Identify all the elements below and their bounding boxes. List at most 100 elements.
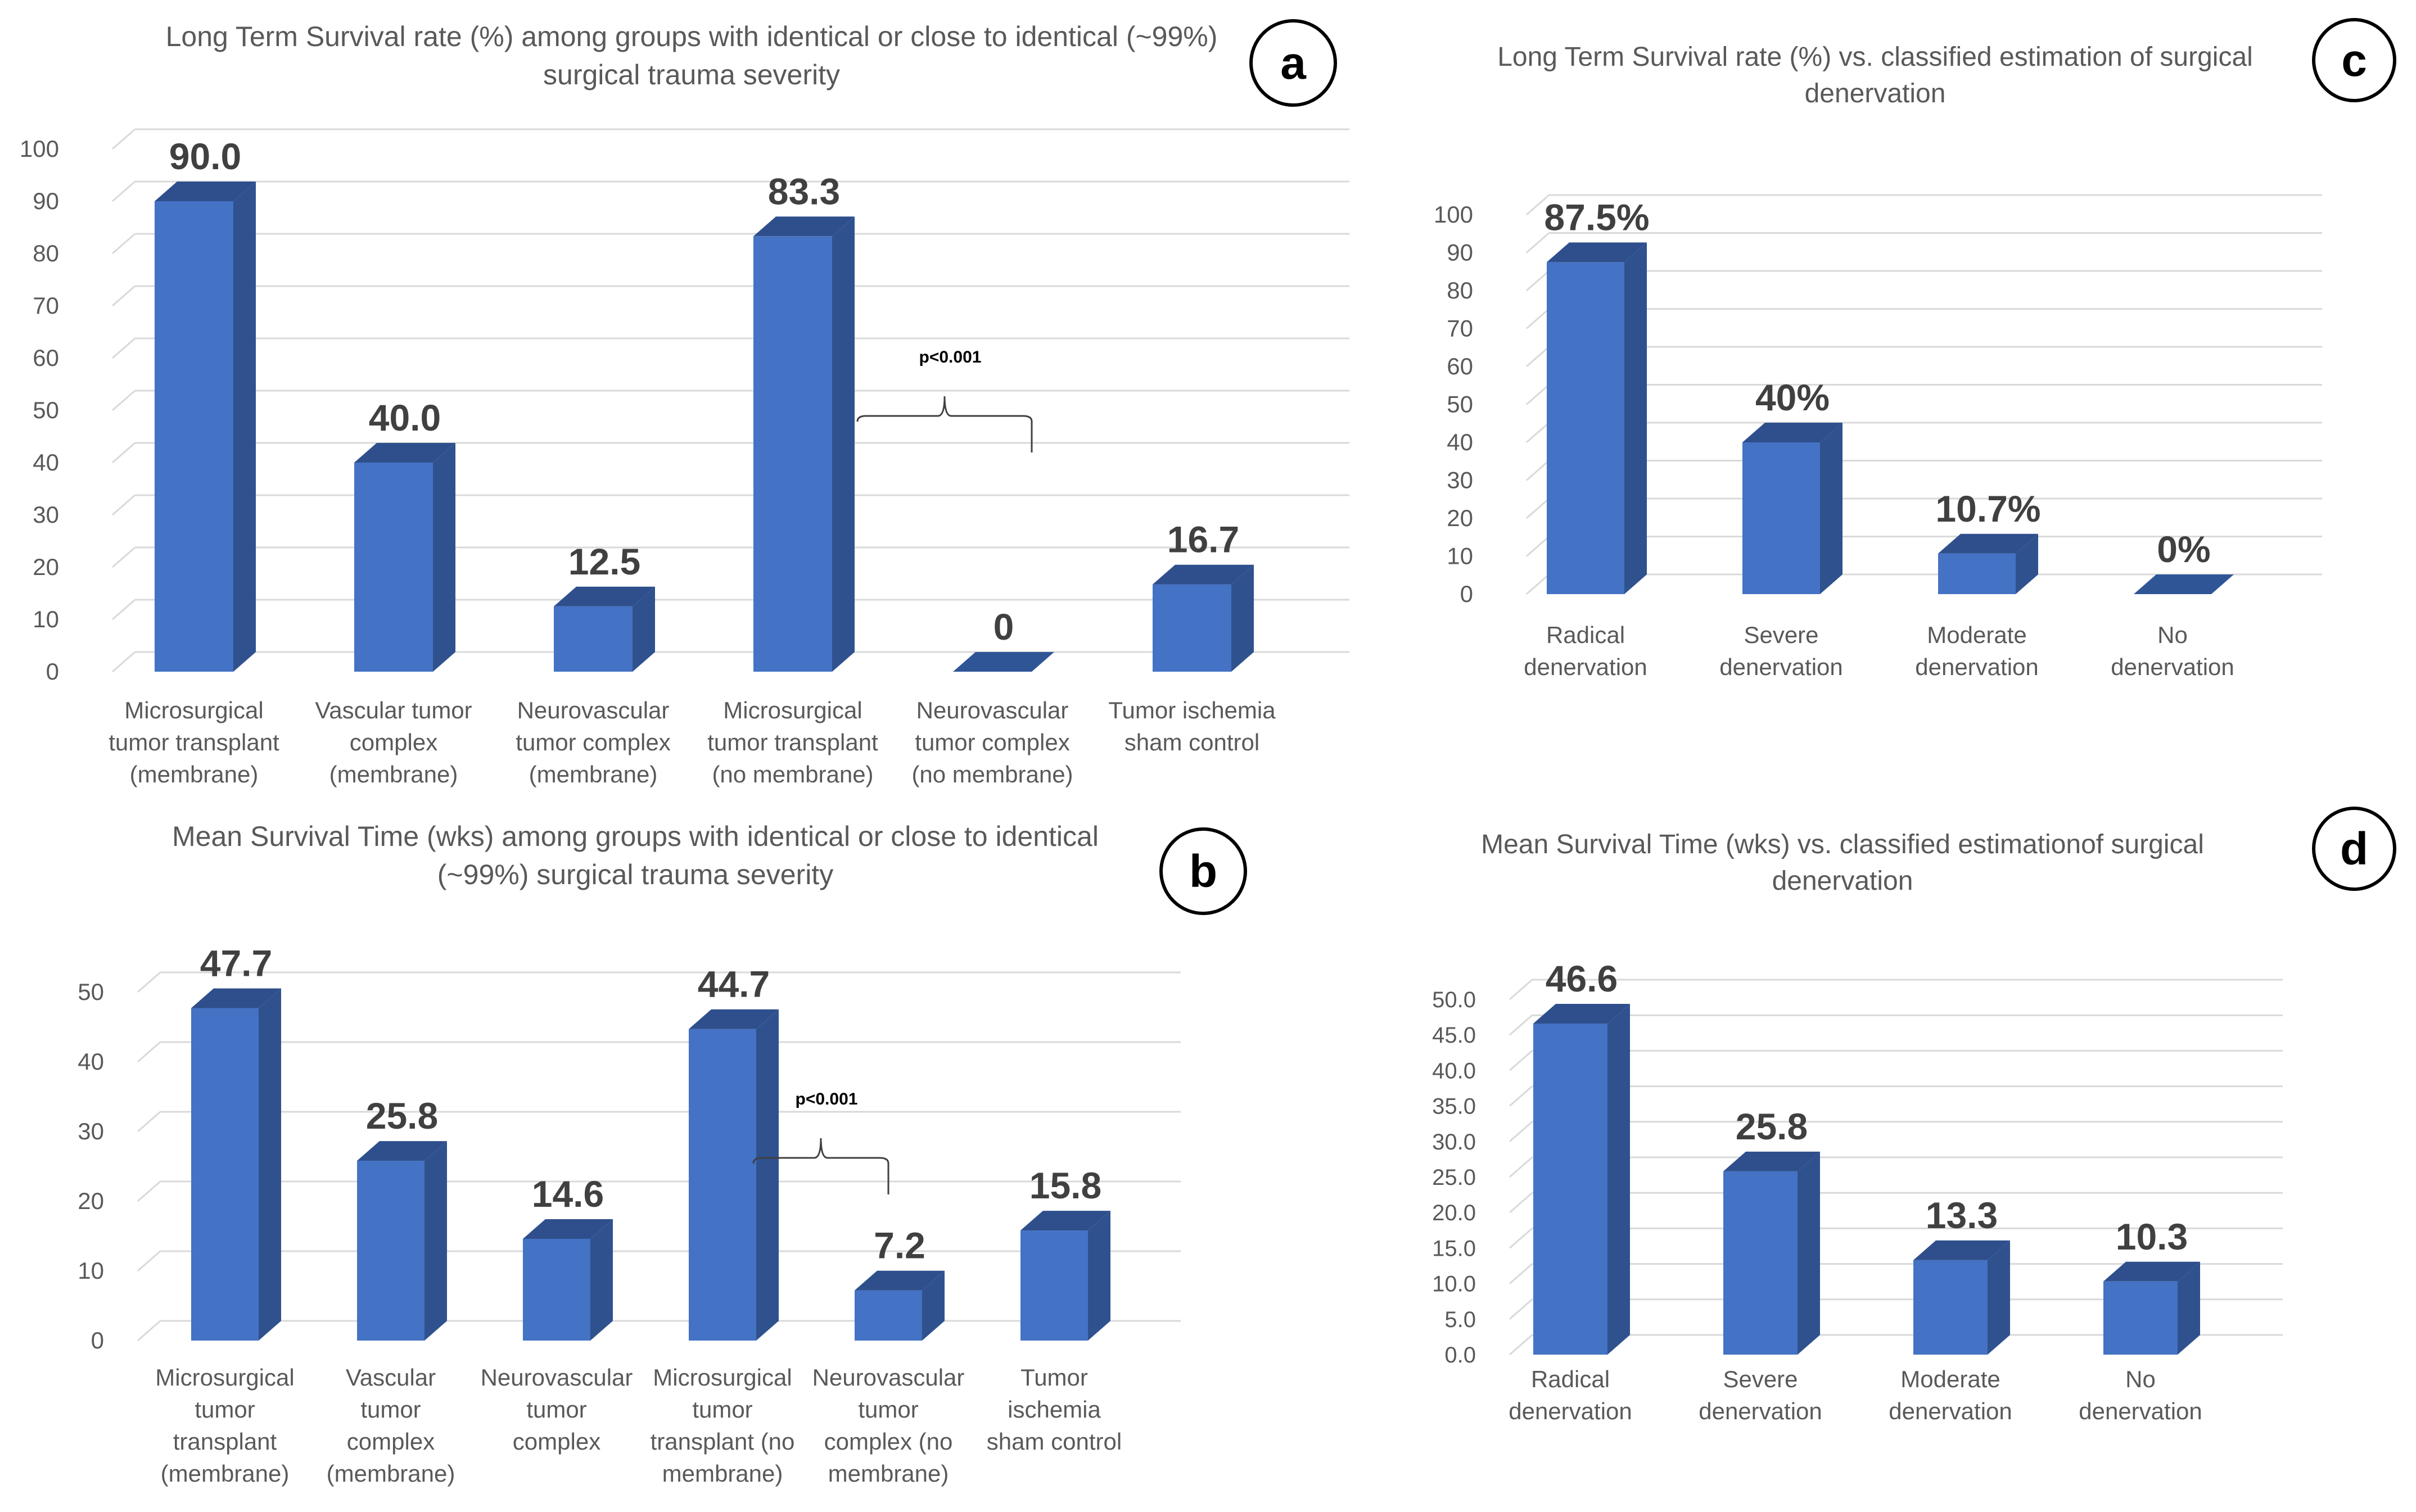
category-label-line: membrane)	[662, 1460, 783, 1487]
data-label: 14.6	[532, 1173, 604, 1215]
bar-front	[1723, 1171, 1798, 1355]
chart-title: Mean Survival Time (wks) vs. classified …	[1481, 830, 2204, 859]
panel-badge-label: a	[1280, 38, 1307, 89]
gridline-depth	[112, 390, 136, 411]
bar	[2103, 1261, 2200, 1355]
gridline-depth	[1526, 460, 1550, 481]
category-label: Microsurgical tumor transplant (membrane)	[109, 697, 279, 787]
bar-side	[425, 1141, 447, 1341]
y-tick-label: 50	[33, 397, 59, 423]
y-tick-label: 30	[78, 1118, 104, 1144]
data-label: 0	[994, 606, 1014, 648]
category-label: Microsurgical tumor transplant (no membrane…	[651, 1364, 795, 1487]
bar	[1938, 533, 2038, 594]
bar	[523, 1219, 613, 1341]
bar-top	[2134, 574, 2234, 594]
bar-front	[1913, 1260, 1988, 1355]
category-label-line: Microsurgical	[723, 697, 862, 723]
y-tick-label: 0	[1460, 581, 1473, 607]
category-label-line: denervation	[2079, 1398, 2202, 1424]
bar-front	[689, 1029, 756, 1341]
bar	[2134, 574, 2234, 594]
bar-top	[2103, 1261, 2200, 1282]
category-label: Severe denervation	[1719, 622, 1843, 680]
y-tick-label: 30.0	[1432, 1130, 1476, 1155]
p-value-annotation: p<0.001	[796, 1090, 858, 1108]
data-label: 12.5	[568, 541, 640, 582]
data-label: 47.7	[200, 943, 272, 984]
panel-badge-label: c	[2341, 35, 2367, 86]
y-tick-label: 30	[1447, 467, 1473, 494]
y-tick-label: 50.0	[1432, 988, 1476, 1012]
bar	[1153, 564, 1254, 672]
category-label: No denervation	[2079, 1366, 2202, 1424]
y-tick-label: 20	[33, 554, 59, 580]
gridline-depth	[112, 599, 136, 621]
bar-side	[1798, 1151, 1820, 1355]
category-label-line: denervation	[1915, 654, 2039, 680]
bar-top	[1742, 423, 1843, 442]
category-label-line: denervation	[1699, 1398, 1822, 1424]
y-tick-label: 10	[78, 1257, 104, 1284]
bar-front	[1938, 553, 2016, 594]
category-label-line: tumor complex	[516, 729, 670, 755]
significance-bracket	[856, 396, 1033, 452]
data-label: 25.8	[366, 1095, 438, 1137]
category-label-line: Radical	[1531, 1366, 1610, 1392]
category-label: Radical denervation	[1509, 1366, 1632, 1424]
category-label-line: Microsurgical	[653, 1364, 792, 1391]
bar-side	[233, 182, 256, 672]
panel-badge-circle	[1159, 827, 1247, 915]
category-label-line: complex	[347, 1428, 435, 1455]
gridline-depth	[1526, 536, 1550, 557]
bar	[1020, 1211, 1110, 1341]
bar-top	[1913, 1240, 2010, 1260]
gridline-depth	[137, 1111, 161, 1133]
panel-badge-label: d	[2340, 823, 2368, 875]
y-tick-label: 90	[33, 188, 59, 214]
category-label-line: tumor complex	[915, 729, 1069, 755]
y-tick-label: 50	[78, 979, 104, 1005]
data-label: 40%	[1755, 377, 1830, 418]
category-label-line: No	[2125, 1366, 2156, 1392]
category-label-line: Neurovascular	[916, 697, 1069, 723]
data-label: 0%	[2157, 528, 2210, 570]
y-tick-label: 20.0	[1432, 1201, 1476, 1225]
category-label-line: (membrane)	[529, 761, 658, 787]
gridline-depth	[112, 442, 136, 464]
bar-top	[191, 988, 281, 1008]
y-tick-label: 100	[20, 135, 59, 162]
y-tick-label: 10	[1447, 543, 1473, 569]
gridline-depth	[1509, 1192, 1533, 1214]
category-label: Microsurgical tumor transplant (membrane)	[155, 1364, 294, 1487]
y-tick-label: 60	[33, 345, 59, 371]
bar-front	[1153, 584, 1231, 672]
chart-title: Long Term Survival rate (%) vs. classifi…	[1497, 42, 2253, 72]
y-tick-label: 70	[33, 292, 59, 319]
category-label: Vascular tumor complex (membrane)	[327, 1364, 455, 1487]
bar-side	[259, 988, 281, 1341]
y-tick-label: 0.0	[1444, 1343, 1476, 1368]
y-tick-label: 70	[1447, 315, 1473, 342]
category-label: Radical denervation	[1524, 622, 1647, 680]
bar	[753, 216, 855, 672]
y-tick-label: 80	[1447, 277, 1473, 304]
data-label: 13.3	[1926, 1194, 1998, 1236]
y-tick-label: 40	[1447, 429, 1473, 455]
gridline-depth	[137, 1041, 161, 1063]
y-tick-label: 10.0	[1432, 1272, 1476, 1297]
gridline-depth	[112, 337, 136, 359]
category-label-line: (no membrane)	[911, 761, 1073, 787]
gridline-depth	[137, 1320, 161, 1342]
bar	[191, 988, 281, 1341]
category-label-line: tumor	[692, 1396, 752, 1423]
y-tick-label: 50	[1447, 391, 1473, 418]
panel-badge-circle	[2312, 807, 2396, 891]
data-label: 10.7%	[1935, 488, 2040, 529]
gridline-depth	[112, 233, 136, 255]
y-tick-label: 10	[33, 606, 59, 632]
category-label-line: Tumor ischemia	[1108, 697, 1276, 723]
bar-front	[1533, 1023, 1607, 1355]
gridline-depth	[1526, 232, 1550, 253]
y-tick-label: 40	[78, 1048, 104, 1075]
